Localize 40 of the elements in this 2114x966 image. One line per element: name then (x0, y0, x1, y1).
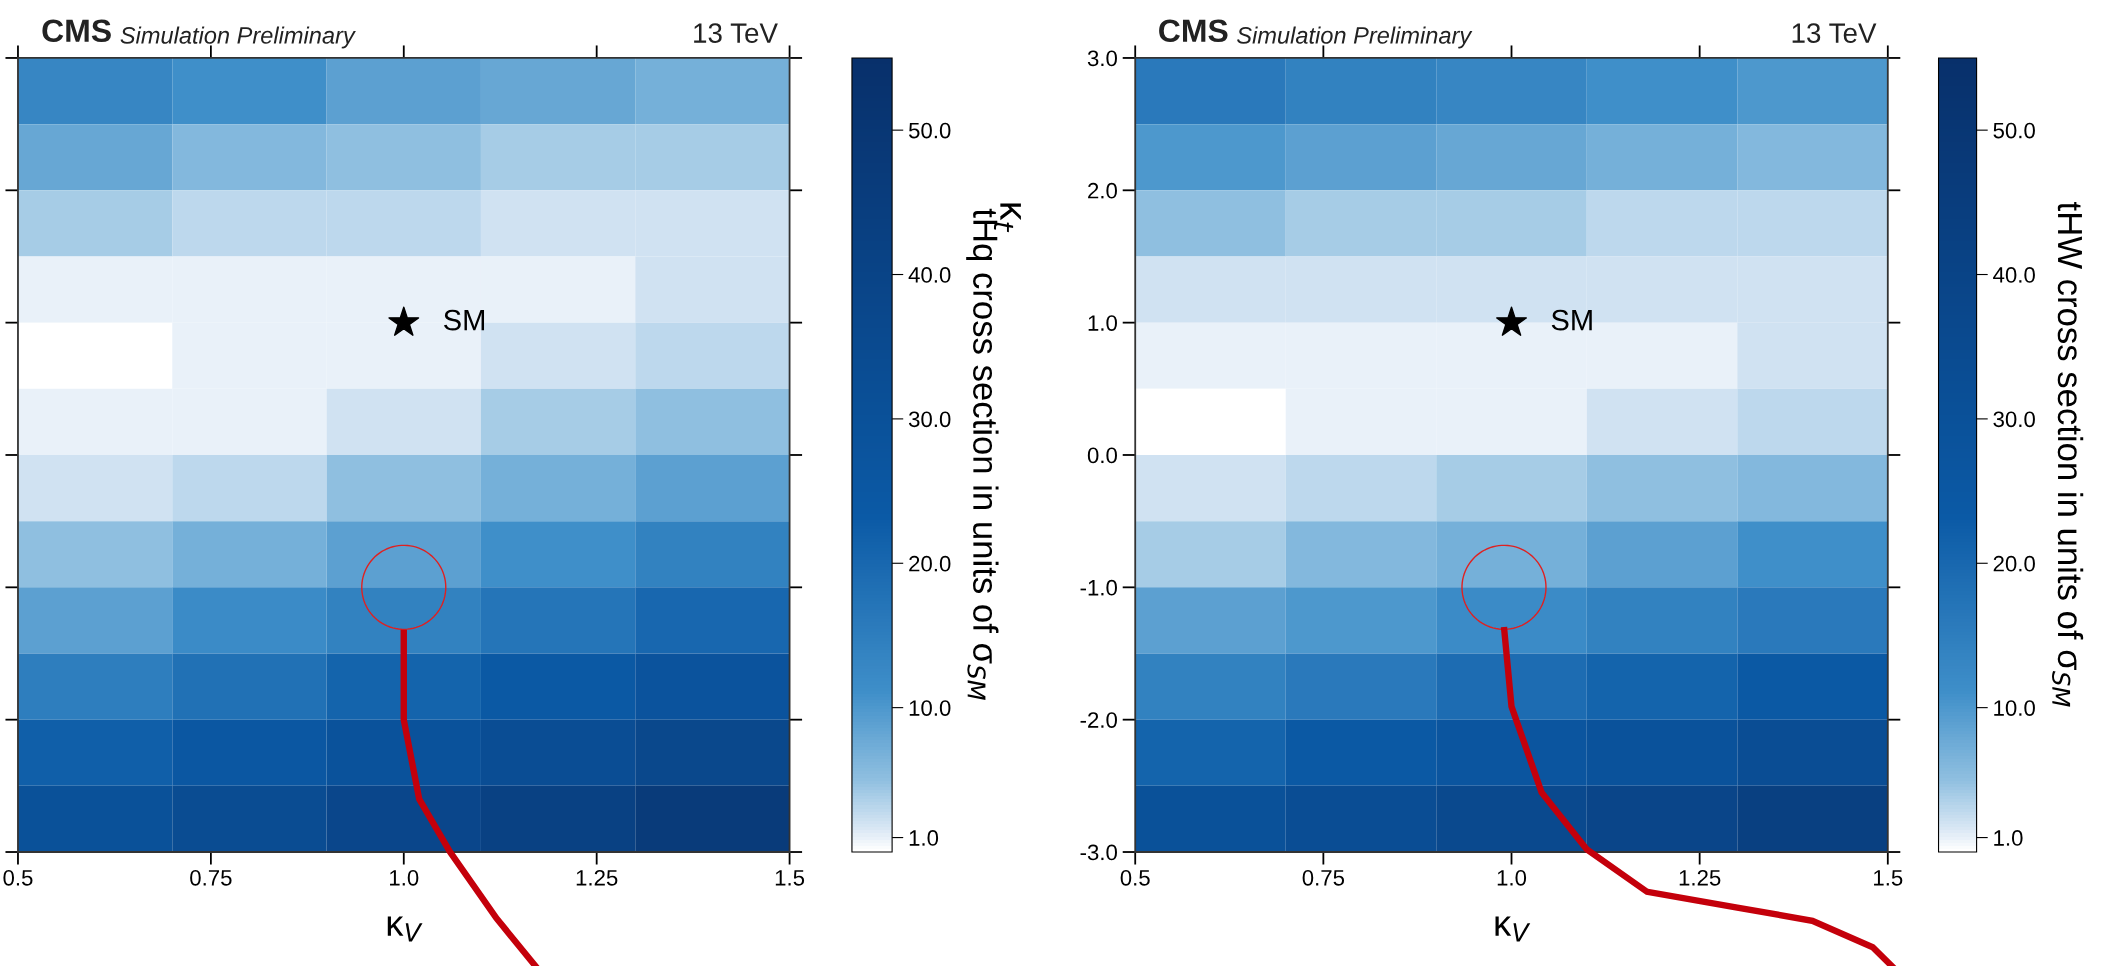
color-bar-label: 1.0 (909, 830, 939, 846)
y-tick-label: 0.0 (1087, 447, 1117, 464)
x-axis-title: κ$_{V}$ (387, 916, 423, 942)
color-bar-label: 30.0 (1993, 411, 2035, 428)
text: CMS (42, 19, 111, 43)
text: CMS (1159, 19, 1228, 43)
x-tick-label: 0.5 (1120, 869, 1150, 886)
color-bar-label: 1.0 (1994, 830, 2023, 846)
text: Simulation Preliminary (120, 26, 356, 49)
color-bar-label: 40.0 (1993, 267, 2035, 283)
x-tick-label: 1.25 (1679, 869, 1721, 886)
color-bar-title: tHW cross section in units of σ$_{SM}$ (2052, 202, 2084, 707)
text: 13 TeV (694, 23, 778, 43)
y-tick-label: -3.0 (1080, 844, 1117, 861)
y-tick-label: 1.0 (1088, 315, 1117, 331)
series-label: SM (443, 309, 485, 331)
y-tick-label: 2.0 (1088, 182, 1117, 199)
y-tick-label: -1.0 (1080, 579, 1117, 596)
color-bar-label: 20.0 (1993, 555, 2035, 572)
x-axis-title: κ$_{V}$ (1495, 916, 1531, 942)
color-bar-label: 50.0 (1993, 122, 2035, 139)
x-tick-label: 1.5 (775, 870, 805, 886)
y-tick-label: 3.0 (1087, 50, 1117, 67)
color-bar-label: 10.0 (1994, 700, 2035, 716)
x-tick-label: 1.5 (1874, 870, 1903, 886)
color-bar-label: 30.0 (908, 411, 951, 428)
x-tick-label: 1.25 (576, 869, 618, 886)
text: Simulation Preliminary (1236, 26, 1473, 49)
x-tick-label: 0.75 (1302, 869, 1345, 886)
x-tick-label: 0.75 (190, 869, 232, 886)
y-tick-label: -2.0 (1080, 712, 1117, 728)
color-bar-label: 10.0 (909, 700, 951, 716)
color-bar-label: 40.0 (908, 267, 951, 283)
color-bar-label: 20.0 (909, 555, 951, 572)
text: 13 TeV (1792, 23, 1877, 43)
color-bar-label: 50.0 (908, 122, 951, 139)
series-label: SM (1551, 309, 1592, 331)
x-tick-label: 0.5 (3, 869, 33, 886)
x-tick-label: 1.0 (1497, 869, 1527, 886)
x-tick-label: 1.0 (390, 869, 419, 886)
